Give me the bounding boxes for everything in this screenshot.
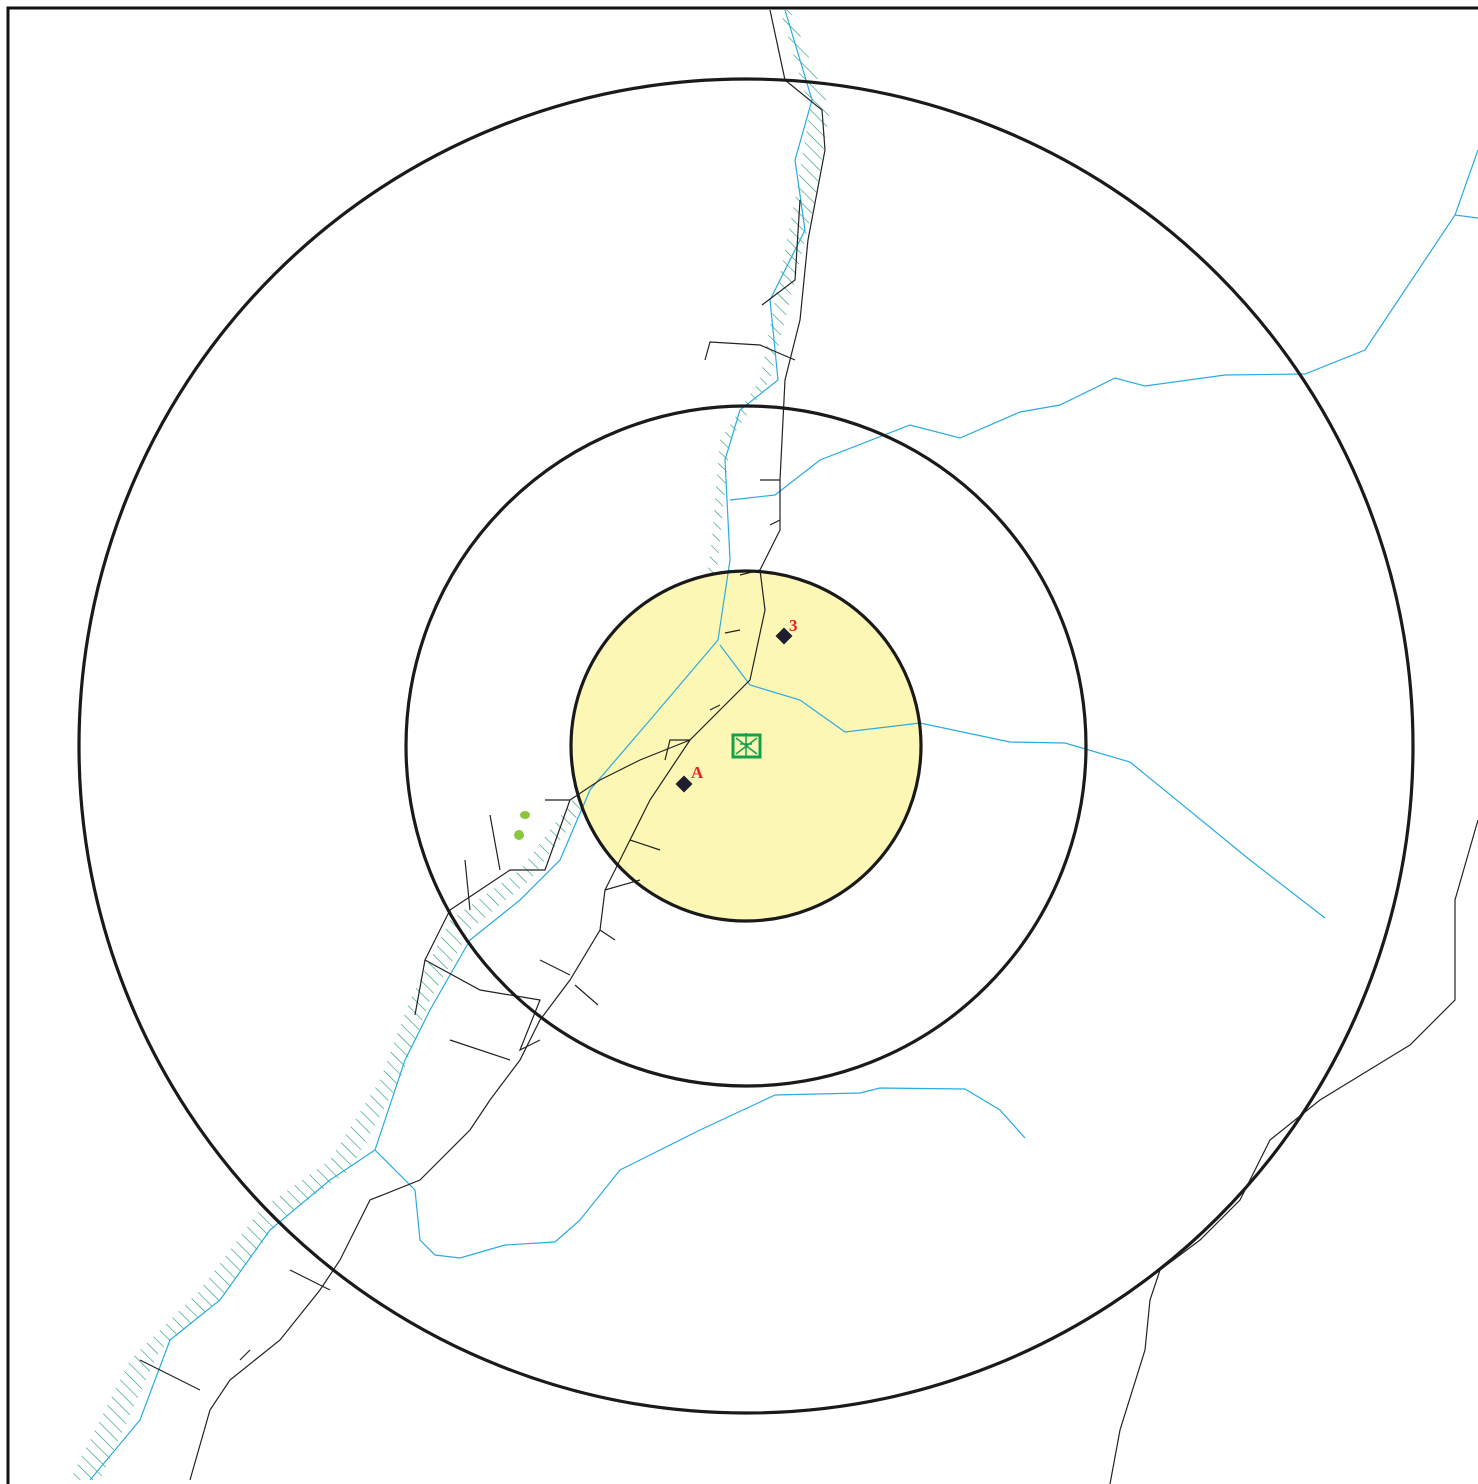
marker <box>675 775 693 793</box>
marker-label: 3 <box>789 616 798 635</box>
pond <box>514 830 524 840</box>
river <box>719 644 1326 919</box>
facility-symbol <box>731 733 762 759</box>
road <box>139 199 1478 1484</box>
marker <box>775 627 793 645</box>
ring-inner <box>569 569 923 923</box>
pond <box>520 811 530 819</box>
ring-outer <box>77 77 1415 1415</box>
marker-label: A <box>691 763 704 782</box>
map-frame <box>6 6 1478 1484</box>
river <box>374 1087 1026 1259</box>
ring-middle <box>404 404 1088 1088</box>
road <box>414 739 691 1052</box>
river <box>729 149 1478 501</box>
river <box>89 9 813 1481</box>
